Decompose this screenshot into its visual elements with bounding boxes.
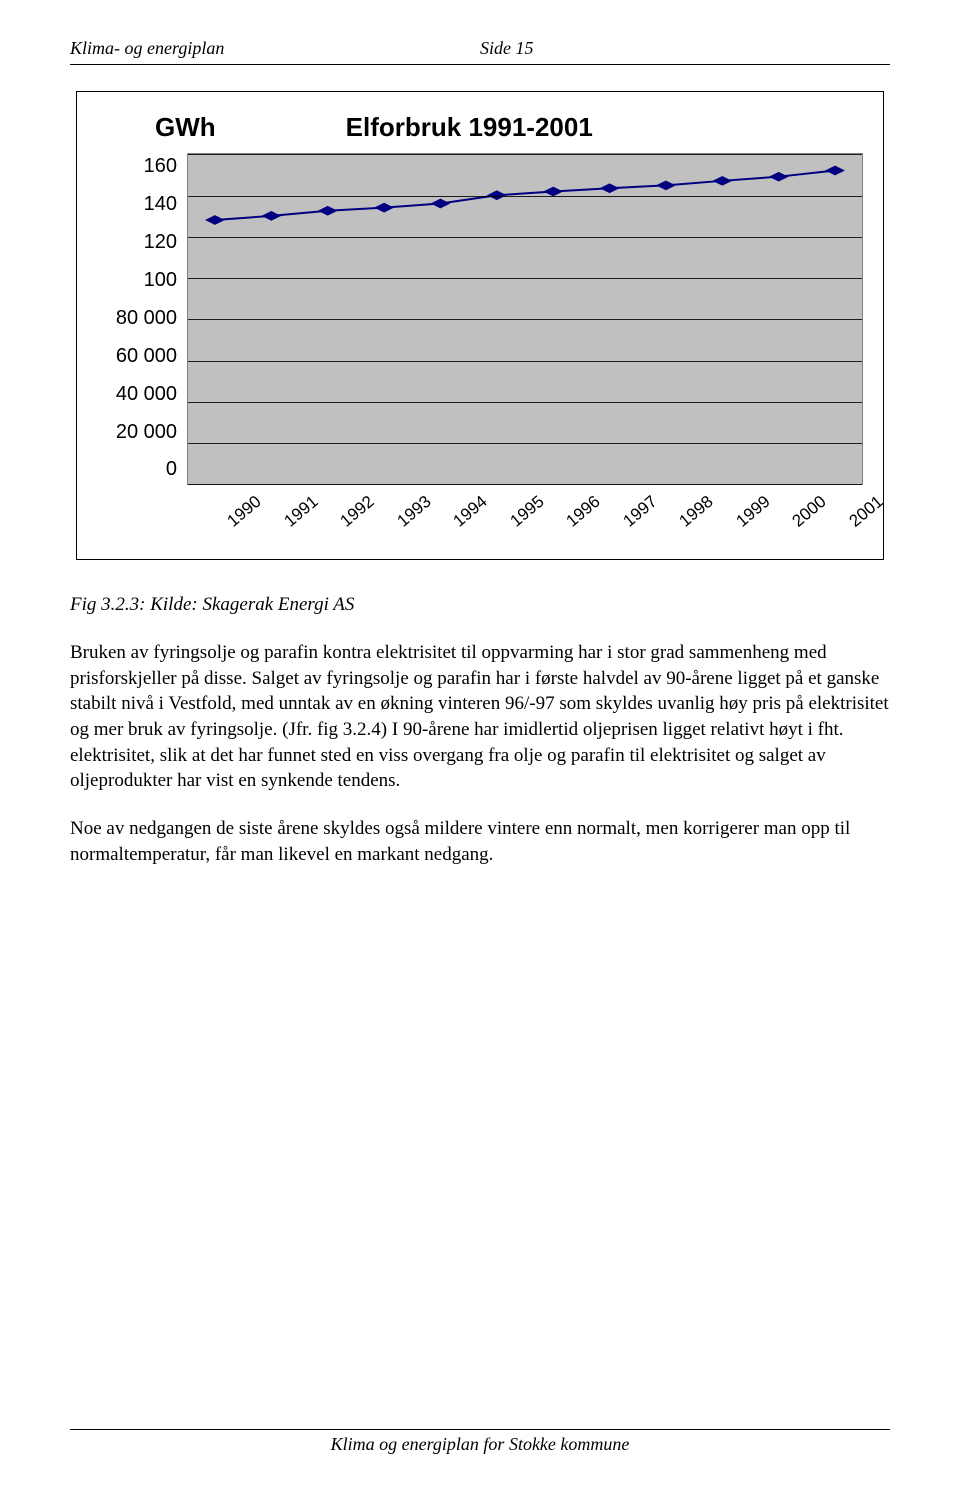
y-tick-label: 20 000 [116, 419, 177, 446]
y-axis-labels: 160 140 120 100 80 000 60 000 40 000 20 000 0 [97, 153, 187, 483]
x-tick-label: 1996 [562, 491, 606, 533]
y-tick-label: 60 000 [116, 343, 177, 370]
chart-unit-label: GWh [155, 110, 216, 145]
gridline [188, 237, 862, 238]
paragraph-2: Noe av nedgangen de siste årene skyldes … [70, 816, 890, 867]
footer-text: Klima og energiplan for Stokke kommune [70, 1432, 890, 1456]
gridline [188, 196, 862, 197]
chart-header: GWh Elforbruk 1991-2001 [97, 110, 863, 145]
x-tick-label: 1998 [675, 491, 719, 533]
x-tick-label: 2000 [788, 491, 832, 533]
x-axis-labels: 1990 1991 1992 1993 1994 1995 1996 1997 1998 1999… [187, 491, 863, 541]
gridline [188, 443, 862, 444]
paragraph-1: Bruken av fyringsolje og parafin kontra … [70, 640, 890, 794]
plot-area [187, 153, 863, 485]
footer-rule [70, 1429, 890, 1430]
x-tick-label: 1997 [619, 491, 663, 533]
page-footer: Klima og energiplan for Stokke kommune [70, 1429, 890, 1456]
gridline [188, 154, 862, 155]
header-right: Side 15 [480, 36, 890, 60]
x-tick-label: 1990 [223, 491, 267, 533]
header-left: Klima- og energiplan [70, 36, 480, 60]
gridline [188, 361, 862, 362]
y-tick-label: 140 [144, 191, 177, 218]
x-tick-label: 1991 [279, 491, 323, 533]
header-rule [70, 64, 890, 65]
y-tick-label: 100 [144, 267, 177, 294]
running-header: Klima- og energiplan Side 15 [70, 36, 890, 60]
x-tick-label: 2001 [845, 491, 889, 533]
figure-caption: Fig 3.2.3: Kilde: Skagerak Energi AS [70, 592, 890, 618]
y-tick-label: 160 [144, 153, 177, 180]
gridline [188, 319, 862, 320]
x-tick-label: 1995 [506, 491, 550, 533]
chart-container: GWh Elforbruk 1991-2001 160 140 120 100 80 0… [76, 91, 884, 560]
x-tick-label: 1994 [449, 491, 493, 533]
x-tick-label: 1992 [336, 491, 380, 533]
gridline [188, 278, 862, 279]
plot-wrap: 1990 1991 1992 1993 1994 1995 1996 1997 1998 1999… [187, 153, 863, 541]
y-tick-label: 80 000 [116, 305, 177, 332]
y-tick-label: 120 [144, 229, 177, 256]
y-tick-label: 0 [166, 456, 177, 483]
chart-title: Elforbruk 1991-2001 [346, 110, 593, 145]
x-tick-label: 1993 [392, 491, 436, 533]
chart-body: 160 140 120 100 80 000 60 000 40 000 20 000 0 19… [97, 153, 863, 541]
x-tick-label: 1999 [732, 491, 776, 533]
gridline [188, 484, 862, 485]
gridline [188, 402, 862, 403]
y-tick-label: 40 000 [116, 381, 177, 408]
page: Klima- og energiplan Side 15 GWh Elforbr… [0, 0, 960, 1498]
